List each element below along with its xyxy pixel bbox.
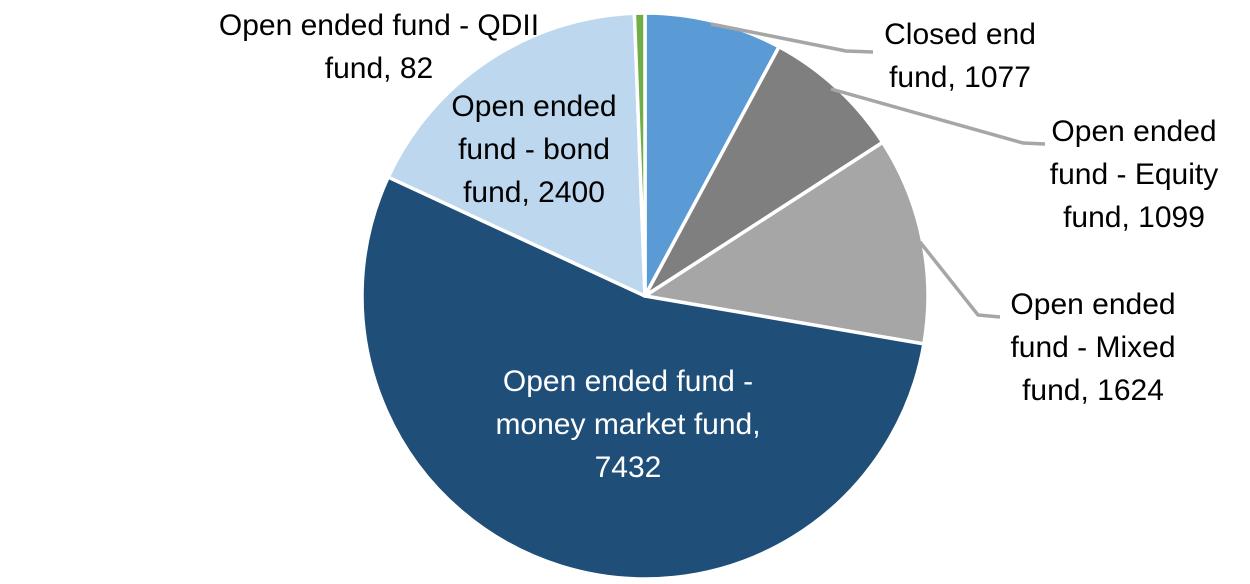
pie-slice-1 <box>643 11 781 298</box>
label-equity-fund-leader-line <box>830 87 1046 146</box>
label-mixed-fund-leader-line <box>918 240 1001 319</box>
pie-slice-4 <box>360 175 926 581</box>
pie-slice-6 <box>632 11 647 298</box>
pie-slice-3 <box>643 140 930 346</box>
pie-slice-2 <box>643 45 885 298</box>
label-closed-end-fund-leader-line <box>710 22 874 54</box>
pie-slice-5 <box>386 11 647 298</box>
